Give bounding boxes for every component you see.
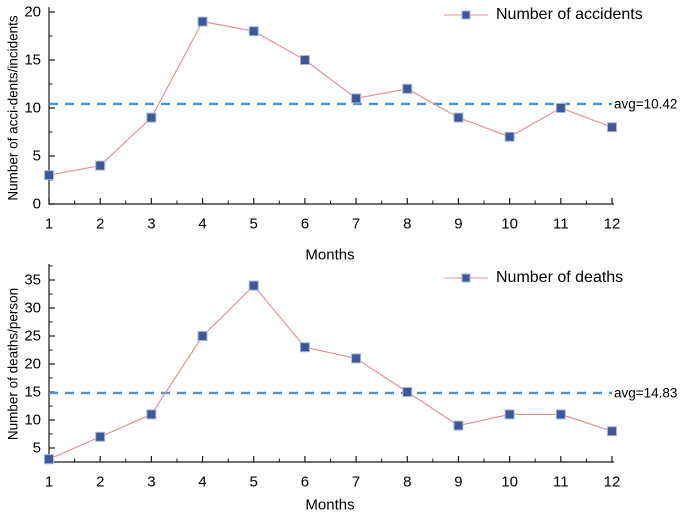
axis-line [48,264,614,463]
data-point-marker [607,426,617,437]
data-point-marker [351,353,362,364]
y-axis-title-deaths: Number of deaths/person [5,287,21,441]
data-point-marker [146,112,157,123]
y-tick-label: 10 [24,100,41,117]
x-axis-title-deaths: Months [305,496,355,514]
y-tick-label: 15 [24,52,41,69]
x-tick-label: 4 [198,216,206,233]
x-tick-label: 10 [501,474,518,491]
avg-annotation-deaths: avg=14.83 [614,385,678,401]
avg-annotation-accidents: avg=10.42 [614,96,678,112]
x-tick-label: 10 [501,216,518,233]
square-marker-icon [461,273,471,283]
square-marker-icon [461,10,471,20]
data-point-marker [146,409,157,420]
data-point-marker [504,131,515,142]
y-tick-label: 5 [33,148,41,165]
data-point-marker [504,409,515,420]
x-tick-label: 9 [454,216,462,233]
legend-sample [444,10,488,20]
data-point-marker [555,103,566,113]
y-axis-title-accidents: Number of acci-dents/incidents [5,15,21,201]
x-tick-label: 8 [403,216,411,233]
x-tick-label: 5 [250,216,258,233]
data-point-marker [248,26,259,37]
data-point-marker [402,83,413,94]
data-point-marker [299,55,310,65]
data-point-marker [453,420,464,431]
x-tick-label: 7 [352,216,360,233]
y-tick-label: 10 [24,412,41,429]
legend-label-accidents: Number of accidents [496,6,643,23]
x-axis-title-accidents: Months [305,246,355,264]
y-tick-label: 20 [24,4,41,21]
data-point-marker [248,280,259,291]
x-tick-label: 6 [301,216,309,233]
series-line [48,20,613,176]
legend-label-deaths: Number of deaths [496,269,624,286]
x-tick-label: 3 [147,216,155,233]
data-point-marker [402,387,413,397]
y-tick-label: 15 [24,384,41,401]
data-point-marker [453,112,464,123]
x-tick-label: 1 [45,474,53,491]
x-tick-label: 12 [604,474,621,491]
legend-deaths: Number of deaths [444,269,623,287]
x-tick-label: 2 [96,474,104,491]
series-line [48,284,613,460]
data-point-marker [351,93,362,104]
legend-accidents: Number of accidents [444,6,643,24]
y-tick-label: 20 [24,356,41,373]
x-tick-label: 7 [352,474,360,491]
x-tick-label: 8 [403,474,411,491]
x-tick-label: 6 [301,474,309,491]
axis-line [48,7,614,205]
legend-sample [444,273,488,283]
x-tick-label: 11 [553,216,569,233]
x-tick-label: 12 [604,216,621,233]
x-tick-label: 1 [45,216,53,233]
data-point-marker [44,170,54,181]
data-point-marker [299,342,310,353]
x-tick-label: 4 [198,474,206,491]
data-point-marker [44,454,54,465]
x-tick-label: 9 [454,474,462,491]
y-tick-label: 25 [24,328,41,345]
x-tick-label: 11 [553,474,569,491]
data-point-marker [197,16,208,27]
y-tick-label: 30 [24,300,41,317]
x-tick-label: 2 [96,216,104,233]
data-point-marker [95,431,106,442]
data-point-marker [95,160,106,171]
data-point-marker [555,409,566,420]
data-point-marker [197,331,208,341]
y-tick-label: 5 [33,440,41,457]
data-point-marker [607,122,617,133]
x-tick-label: 3 [147,474,155,491]
x-tick-label: 5 [250,474,258,491]
y-tick-label: 35 [24,272,41,289]
y-tick-label: 0 [33,196,41,213]
